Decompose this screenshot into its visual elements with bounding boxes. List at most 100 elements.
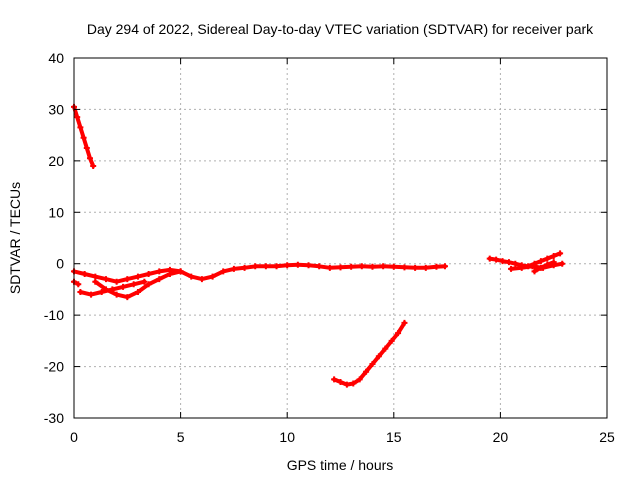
data-point xyxy=(537,264,544,271)
tick-labels: 0 5 10 15 20 25 -30 -20 -10 0 10 20 30 40 xyxy=(44,50,615,445)
data-point xyxy=(493,256,500,263)
y-tick-label: 30 xyxy=(48,101,64,117)
y-axis-label: SDTVAR / TECUs xyxy=(7,182,23,294)
y-tick-label: -20 xyxy=(44,359,64,375)
data-point xyxy=(188,273,195,280)
data-point xyxy=(102,276,109,283)
data-point xyxy=(433,263,440,270)
data-point xyxy=(350,380,357,387)
data-point xyxy=(348,263,355,270)
data-point xyxy=(390,263,397,270)
data-point xyxy=(241,264,248,271)
data-point xyxy=(363,368,370,375)
data-point xyxy=(124,276,131,283)
x-tick-label: 15 xyxy=(386,429,402,445)
series-arc-1 xyxy=(71,103,97,169)
data-point xyxy=(529,263,536,270)
data-point xyxy=(316,263,323,270)
series-arc-6 xyxy=(331,319,408,388)
data-point xyxy=(531,268,538,275)
series-arc-9 xyxy=(531,259,557,275)
data-point xyxy=(544,261,551,268)
data-point xyxy=(544,255,551,262)
data-point xyxy=(550,259,557,266)
y-tick-label: 20 xyxy=(48,153,64,169)
data-point xyxy=(102,286,109,293)
data-point xyxy=(369,361,376,367)
data-point xyxy=(156,276,163,283)
data-point xyxy=(81,271,88,277)
data-point xyxy=(141,278,148,285)
data-point xyxy=(75,281,82,288)
x-axis-label: GPS time / hours xyxy=(287,457,394,473)
y-tick-label: -30 xyxy=(44,410,64,426)
data-point xyxy=(375,353,382,360)
data-point xyxy=(80,134,87,141)
data-point xyxy=(273,263,280,270)
x-tick-label: 10 xyxy=(279,429,295,445)
data-point xyxy=(505,259,512,266)
x-tick-label: 20 xyxy=(493,429,509,445)
data-point xyxy=(550,253,557,259)
data-point xyxy=(401,264,408,271)
data-point xyxy=(177,268,184,275)
data-point xyxy=(343,381,350,388)
series-line xyxy=(532,260,556,274)
data-point xyxy=(369,263,376,270)
data-point xyxy=(401,319,408,326)
data-point xyxy=(134,273,141,280)
data-point xyxy=(156,268,163,275)
data-point xyxy=(559,260,566,267)
data-point xyxy=(537,258,544,265)
data-point xyxy=(77,124,84,131)
data-point xyxy=(77,289,84,295)
data-point xyxy=(305,262,312,269)
data-point xyxy=(88,291,95,298)
data-point xyxy=(331,376,338,383)
series-arc-3 xyxy=(77,278,148,298)
data-point xyxy=(284,262,291,269)
series-arc-2 xyxy=(71,261,448,285)
x-tick-label: 25 xyxy=(599,429,615,445)
data-point xyxy=(145,281,152,288)
data-point xyxy=(145,271,152,277)
data-point xyxy=(412,264,419,271)
data-point xyxy=(557,250,564,257)
y-tick-label: 40 xyxy=(48,50,64,66)
data-point xyxy=(508,265,515,272)
data-point xyxy=(499,258,506,265)
x-tick-label: 0 xyxy=(70,429,78,445)
data-point xyxy=(134,289,141,295)
series-arc-5 xyxy=(71,278,82,288)
data-point xyxy=(395,330,402,337)
x-tick-label: 5 xyxy=(177,429,185,445)
data-point xyxy=(441,263,448,270)
data-point xyxy=(337,264,344,271)
y-tick-label: 10 xyxy=(48,204,64,220)
ticks xyxy=(73,57,608,419)
data-point xyxy=(486,255,493,262)
data-point xyxy=(98,289,105,295)
data-point xyxy=(230,265,237,272)
grid xyxy=(74,58,607,418)
data-point xyxy=(252,263,259,270)
data-point xyxy=(166,271,173,277)
data-point xyxy=(90,163,97,169)
data-point xyxy=(518,264,525,271)
data-point xyxy=(86,155,93,162)
data-point xyxy=(120,283,127,290)
data-point xyxy=(220,268,227,275)
data-point xyxy=(92,278,99,285)
data-point xyxy=(326,264,333,271)
data-point xyxy=(198,276,205,283)
data-point xyxy=(92,273,99,280)
chart-title: Day 294 of 2022, Sidereal Day-to-day VTE… xyxy=(87,21,594,37)
series-arc-4 xyxy=(92,268,184,301)
data-point xyxy=(124,294,131,301)
data-point xyxy=(130,281,137,288)
y-tick-label: 0 xyxy=(56,256,64,272)
data-point xyxy=(113,291,120,298)
data-point xyxy=(512,260,519,267)
data-point xyxy=(209,273,216,280)
